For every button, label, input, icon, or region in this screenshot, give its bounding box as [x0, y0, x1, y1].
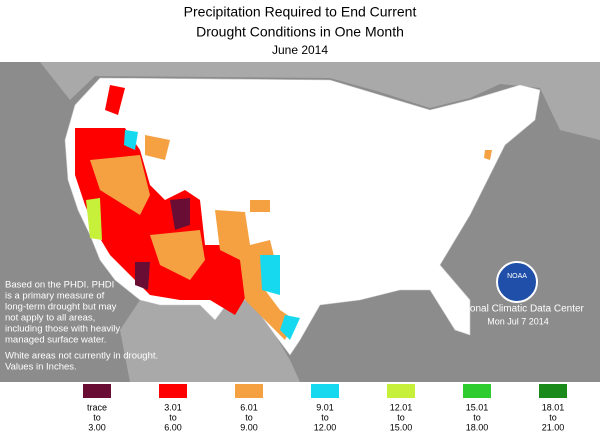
legend: traceto3.003.01to6.006.01to9.009.01to12.… [83, 384, 567, 432]
drought-orange [90, 155, 150, 215]
date: June 2014 [272, 43, 328, 57]
note-line: White areas not currently in drought. [5, 351, 158, 362]
drought-orange [250, 200, 270, 212]
drought-dark [170, 198, 190, 230]
legend-label: 12.00 [314, 422, 337, 432]
credit-stamp: Mon Jul 7 2014 [487, 316, 549, 326]
drought-orange [145, 135, 170, 160]
legend-label: 12.01 [390, 402, 413, 412]
note-line: Values in Inches. [5, 362, 77, 373]
legend-label: to [245, 412, 253, 422]
title-line: Precipitation Required to End Current [184, 4, 417, 20]
drought-cyan [280, 315, 300, 340]
drought-cyan [124, 130, 138, 150]
noaa-logo [496, 261, 538, 303]
legend-label: to [397, 412, 405, 422]
legend-label: 15.01 [466, 402, 489, 412]
drought-orange [215, 210, 295, 340]
drought-lime [86, 198, 102, 240]
canada [0, 62, 600, 140]
legend-label: to [549, 412, 557, 422]
legend-label: to [473, 412, 481, 422]
note-line: Based on the PHDI. PHDI [5, 280, 114, 291]
legend-swatch [311, 384, 339, 398]
legend-swatch [159, 384, 187, 398]
legend-label: 18.00 [466, 422, 489, 432]
note-line: including those with heavily [5, 324, 120, 335]
legend-swatch [235, 384, 263, 398]
logo-text: NOAA [507, 273, 527, 280]
legend-label: 9.00 [240, 422, 258, 432]
legend-swatch [83, 384, 111, 398]
map [0, 62, 600, 382]
legend-label: 6.00 [164, 422, 182, 432]
note-line: long-term drought but may [5, 302, 117, 313]
drought-orange [150, 230, 205, 280]
legend-swatch [387, 384, 415, 398]
legend-label: trace [87, 402, 107, 412]
legend-swatch [463, 384, 491, 398]
drought-cyan [260, 255, 280, 295]
legend-label: 3.00 [88, 422, 106, 432]
note-line: is a primary measure of [5, 291, 105, 302]
legend-label: 15.00 [390, 422, 413, 432]
credit: NOAA National Climatic Data Center Mon J… [452, 261, 585, 326]
mexico [120, 300, 300, 382]
legend-label: 21.00 [542, 422, 565, 432]
legend-label: to [169, 412, 177, 422]
drought-dark [135, 262, 150, 290]
legend-label: 6.01 [240, 402, 258, 412]
legend-label: 9.01 [316, 402, 334, 412]
credit-org: National Climatic Data Center [452, 304, 584, 315]
note-line: managed surface water. [5, 335, 106, 346]
legend-label: to [93, 412, 101, 422]
legend-swatch [539, 384, 567, 398]
drought-orange [484, 150, 492, 160]
legend-label: 18.01 [542, 402, 565, 412]
legend-label: 3.01 [164, 402, 182, 412]
drought-red [105, 85, 125, 115]
title-line: Drought Conditions in One Month [196, 24, 404, 40]
legend-label: to [321, 412, 329, 422]
note-line: not apply to all areas, [5, 313, 95, 324]
